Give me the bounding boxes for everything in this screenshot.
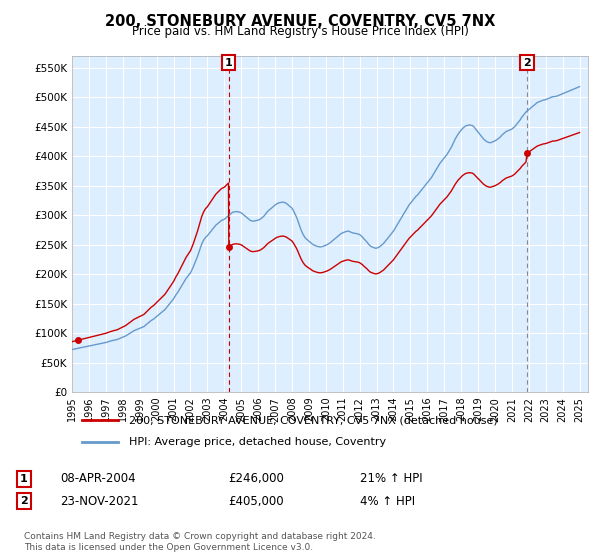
Text: 21% ↑ HPI: 21% ↑ HPI <box>360 472 422 486</box>
Text: 2: 2 <box>20 496 28 506</box>
Text: 200, STONEBURY AVENUE, COVENTRY, CV5 7NX: 200, STONEBURY AVENUE, COVENTRY, CV5 7NX <box>105 14 495 29</box>
Text: 08-APR-2004: 08-APR-2004 <box>60 472 136 486</box>
Text: £405,000: £405,000 <box>228 494 284 508</box>
Text: 200, STONEBURY AVENUE, COVENTRY, CV5 7NX (detached house): 200, STONEBURY AVENUE, COVENTRY, CV5 7NX… <box>129 415 497 425</box>
Text: HPI: Average price, detached house, Coventry: HPI: Average price, detached house, Cove… <box>129 437 386 447</box>
Text: Contains HM Land Registry data © Crown copyright and database right 2024.
This d: Contains HM Land Registry data © Crown c… <box>24 533 376 552</box>
Text: 1: 1 <box>225 58 233 68</box>
Text: 4% ↑ HPI: 4% ↑ HPI <box>360 494 415 508</box>
Text: £246,000: £246,000 <box>228 472 284 486</box>
Text: 23-NOV-2021: 23-NOV-2021 <box>60 494 139 508</box>
Text: Price paid vs. HM Land Registry's House Price Index (HPI): Price paid vs. HM Land Registry's House … <box>131 25 469 38</box>
Text: 2: 2 <box>523 58 531 68</box>
Text: 1: 1 <box>20 474 28 484</box>
